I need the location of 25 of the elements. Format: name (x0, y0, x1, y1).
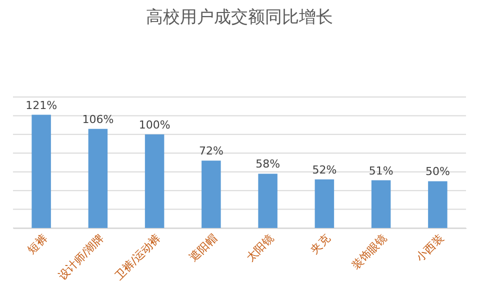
bar (88, 128, 108, 228)
data-label: 58% (256, 158, 280, 171)
bar (258, 174, 278, 228)
bar (144, 134, 164, 228)
data-label: 100% (138, 118, 170, 132)
x-tick-label: 夹克 (308, 232, 333, 257)
x-tick-label: 设计师/潮牌 (56, 232, 106, 283)
data-label: 106% (82, 112, 114, 126)
bar (202, 160, 221, 228)
data-label: 51% (368, 164, 394, 178)
data-label: 121% (26, 98, 58, 112)
bar (371, 180, 391, 228)
x-tick-label: 小西装 (414, 232, 446, 264)
x-tick-label: 卫裤/运动裤 (112, 232, 164, 283)
bar (428, 181, 448, 228)
bar (314, 179, 334, 228)
chart-title: 高校用户成交额同比增长 (146, 8, 333, 28)
x-tick-label: 太阳镜 (244, 232, 276, 264)
data-label: 72% (198, 144, 224, 158)
bar (32, 114, 51, 228)
data-label: 50% (425, 165, 450, 178)
data-label: 52% (312, 163, 337, 176)
x-tick-label: 遮阳帽 (187, 232, 220, 264)
x-tick-label: 短裤 (25, 232, 50, 257)
x-tick-label: 装饰眼镜 (349, 232, 390, 272)
